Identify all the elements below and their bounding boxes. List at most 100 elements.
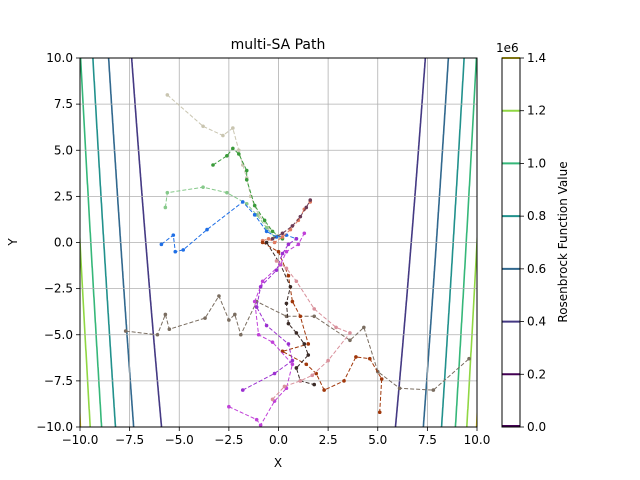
data-point bbox=[272, 240, 277, 245]
data-point bbox=[173, 249, 178, 254]
data-point bbox=[264, 225, 269, 230]
data-point bbox=[227, 318, 231, 322]
data-point bbox=[467, 356, 471, 361]
data-point bbox=[298, 379, 303, 383]
x-tick-label: −2.5 bbox=[214, 433, 243, 447]
x-tick-label: −10.0 bbox=[62, 433, 99, 447]
data-point bbox=[270, 397, 275, 402]
data-point bbox=[254, 305, 259, 309]
series-7 bbox=[260, 240, 384, 415]
data-point bbox=[237, 152, 241, 156]
data-point bbox=[272, 371, 277, 376]
data-point bbox=[254, 417, 259, 422]
data-point bbox=[244, 168, 249, 173]
data-point bbox=[258, 284, 263, 289]
data-point bbox=[244, 177, 249, 182]
x-tick-label: 2.5 bbox=[319, 433, 338, 447]
data-point bbox=[264, 323, 269, 328]
data-point bbox=[256, 332, 261, 337]
x-tick-label: −7.5 bbox=[115, 433, 144, 447]
data-point bbox=[240, 388, 245, 392]
y-tick-label: 7.5 bbox=[54, 97, 73, 111]
data-point bbox=[201, 124, 205, 129]
data-point bbox=[334, 325, 338, 330]
data-point bbox=[181, 248, 186, 252]
data-point bbox=[286, 342, 291, 346]
data-point bbox=[312, 307, 317, 311]
data-point bbox=[322, 388, 326, 392]
data-point bbox=[284, 266, 289, 271]
colorbar-tick-label: 1.0 bbox=[527, 156, 546, 170]
y-axis-ticks: −10.0 −7.5 −5.0 −2.5 0.0 2.5 5.0 7.5 10.0 bbox=[36, 51, 80, 434]
data-point bbox=[225, 190, 229, 195]
data-point bbox=[312, 314, 317, 319]
contour-level-5-right bbox=[466, 227, 477, 427]
colorbar-background bbox=[502, 58, 520, 427]
x-tick-label: 5.0 bbox=[368, 433, 387, 447]
data-point bbox=[280, 231, 285, 236]
data-point bbox=[238, 332, 243, 337]
y-tick-label: 0.0 bbox=[54, 236, 73, 250]
colorbar-label: Rosenbrock Function Value bbox=[556, 161, 570, 322]
data-point bbox=[306, 342, 311, 346]
y-tick-label: 5.0 bbox=[54, 143, 73, 157]
data-point bbox=[290, 299, 295, 304]
data-point bbox=[354, 355, 358, 359]
data-point bbox=[431, 388, 436, 392]
data-point bbox=[302, 231, 307, 236]
colorbar-tick-label: 0.8 bbox=[527, 209, 546, 223]
data-point bbox=[237, 148, 241, 153]
data-point bbox=[379, 377, 384, 381]
colorbar-tick-label: 1.2 bbox=[527, 104, 546, 118]
colorbar-tick-label: 1.4 bbox=[527, 51, 546, 65]
data-point bbox=[163, 205, 168, 210]
x-tick-label: 0.0 bbox=[269, 433, 288, 447]
data-point bbox=[294, 279, 299, 284]
data-point bbox=[227, 404, 231, 409]
series-line bbox=[228, 233, 305, 427]
data-point bbox=[290, 224, 295, 228]
series-line bbox=[212, 147, 283, 240]
data-point bbox=[290, 362, 295, 367]
data-point bbox=[252, 299, 257, 304]
data-point bbox=[264, 240, 269, 245]
data-point bbox=[221, 133, 225, 138]
data-point bbox=[288, 284, 293, 289]
x-tick-label: −5.0 bbox=[165, 433, 194, 447]
series-line bbox=[242, 238, 297, 391]
data-point bbox=[231, 146, 235, 151]
data-point bbox=[165, 190, 170, 195]
colorbar-exponent: 1e6 bbox=[496, 41, 519, 55]
data-point bbox=[310, 373, 315, 378]
plot-area: −10.0 −7.5 −5.0 −2.5 0.0 2.5 5.0 7.5 10.0 −10.0−… bbox=[36, 51, 490, 447]
colorbar-tick-label: 0.0 bbox=[527, 420, 546, 434]
x-axis-ticks: −10.0 −7.5 −5.0 −2.5 0.0 2.5 5.0 7.5 10.0 bbox=[62, 427, 490, 447]
colorbar-frame bbox=[501, 57, 521, 428]
y-tick-label: −7.5 bbox=[44, 374, 73, 388]
data-point bbox=[306, 353, 311, 357]
data-point bbox=[270, 237, 275, 241]
colorbar: 0.0 0.2 0.4 0.6 0.8 1.0 1.2 1.4 1e6 Rosenbrock … bbox=[496, 41, 570, 434]
data-point bbox=[342, 379, 346, 383]
data-point bbox=[308, 198, 313, 202]
data-point bbox=[294, 366, 299, 370]
data-point bbox=[362, 325, 366, 330]
data-point bbox=[262, 218, 267, 223]
y-tick-label: −5.0 bbox=[44, 328, 73, 342]
data-point bbox=[298, 314, 303, 319]
series-line bbox=[125, 294, 470, 391]
data-point bbox=[264, 229, 269, 234]
data-point bbox=[211, 163, 215, 167]
data-point bbox=[294, 331, 299, 335]
colorbar-ticks: 0.0 0.2 0.4 0.6 0.8 1.0 1.2 1.4 bbox=[520, 51, 546, 434]
data-point bbox=[270, 229, 275, 234]
data-point bbox=[167, 327, 172, 332]
data-point bbox=[205, 227, 209, 232]
data-point bbox=[348, 331, 352, 335]
data-point bbox=[165, 93, 170, 97]
data-point bbox=[217, 294, 221, 298]
data-point bbox=[377, 410, 382, 415]
data-point bbox=[290, 358, 295, 363]
data-point bbox=[284, 301, 289, 306]
